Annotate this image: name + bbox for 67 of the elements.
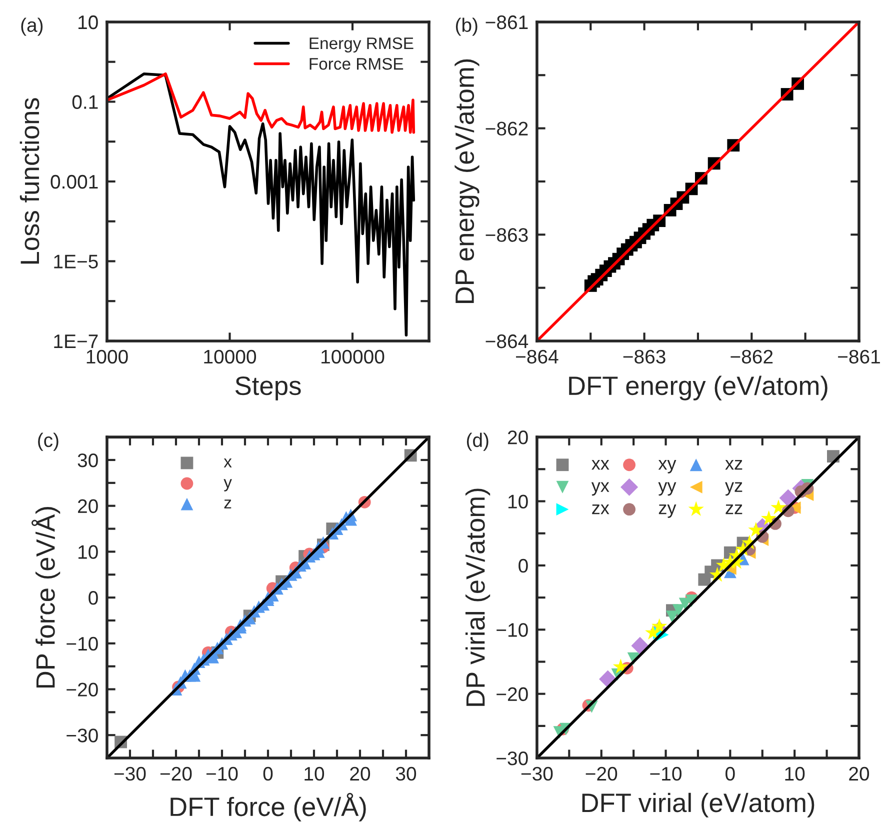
- x-tick-label: −10: [650, 766, 682, 781]
- text: (b): [456, 18, 478, 36]
- text: (c): [38, 432, 58, 451]
- x-tick-label: 1000: [86, 350, 128, 364]
- x-tick-label: −20: [586, 766, 618, 781]
- legend-label: yx: [591, 482, 610, 496]
- x-tick-label: 10: [304, 766, 324, 781]
- y-tick-label: 0.1: [72, 95, 98, 109]
- y-tick-label: −862: [486, 122, 528, 136]
- legend-label: xx: [592, 460, 610, 470]
- y-tick-label: −30: [66, 728, 98, 742]
- y-axis-title: DP energy (eV/atom): [454, 59, 480, 303]
- x-tick-label: 100000: [322, 350, 384, 364]
- y-tick-label: 0: [518, 558, 528, 573]
- x-tick-label: 20: [849, 766, 870, 781]
- y-tick-label: −20: [66, 682, 98, 696]
- y-axis-title: DP virial (eV/atom): [465, 488, 490, 706]
- x-tick-label: −863: [623, 350, 666, 364]
- x-tick-label: −20: [160, 766, 192, 781]
- text: (a): [21, 18, 43, 36]
- y-tick-label: 0: [88, 591, 98, 605]
- y-axis-title: Loss functions: [20, 98, 40, 264]
- legend-label: xz: [725, 460, 742, 470]
- legend-label: zz: [726, 504, 742, 514]
- x-axis-title: DFT energy (eV/atom): [569, 376, 828, 400]
- x-tick-label: 0: [726, 766, 735, 781]
- x-tick-label: −861: [838, 350, 880, 364]
- y-tick-label: 10: [508, 494, 528, 508]
- y-tick-label: −30: [496, 752, 528, 766]
- y-tick-label: 30: [78, 453, 98, 468]
- x-axis-title: DFT force (eV/Å): [170, 792, 366, 822]
- x-tick-label: 10: [785, 766, 805, 781]
- x-tick-label: 30: [396, 766, 416, 781]
- y-tick-label: −10: [66, 636, 98, 651]
- y-tick-label: −864: [486, 334, 528, 348]
- y-axis-title: DP force (eV/Å): [32, 507, 60, 688]
- legend-label: yz: [725, 482, 742, 496]
- y-tick-label: −863: [486, 228, 528, 242]
- y-tick-label: −20: [496, 687, 528, 702]
- legend-label: Force RMSE: [310, 58, 404, 70]
- x-tick-label: −10: [206, 766, 238, 781]
- legend-label: zy: [658, 504, 676, 518]
- x-axis-title: DFT virial (eV/atom): [582, 792, 814, 818]
- y-tick-label: 20: [508, 430, 528, 444]
- y-tick-label: −861: [486, 15, 528, 30]
- y-tick-label: 0.001: [50, 174, 98, 189]
- x-tick-label: 0: [263, 766, 273, 781]
- legend-label: yy: [658, 482, 676, 496]
- x-tick-label: −30: [114, 766, 146, 781]
- x-tick-label: −30: [521, 766, 553, 781]
- legend-label: Energy RMSE: [310, 37, 414, 53]
- legend-label: x: [224, 458, 232, 468]
- x-tick-label: 20: [350, 766, 370, 781]
- x-tick-label: −862: [730, 350, 773, 364]
- y-tick-label: −10: [496, 623, 528, 637]
- legend-label: zx: [592, 504, 610, 514]
- y-tick-label: 1E−7: [54, 334, 98, 348]
- text: (d): [466, 432, 488, 451]
- legend-label: xy: [658, 460, 676, 474]
- legend-label: z: [224, 500, 232, 508]
- x-axis-title: Steps: [235, 376, 301, 400]
- x-tick-label: 10000: [204, 350, 256, 364]
- legend-label: y: [224, 479, 232, 492]
- y-tick-label: 20: [78, 499, 98, 514]
- y-tick-label: 10: [78, 15, 98, 30]
- y-tick-label: 1E−5: [54, 254, 98, 268]
- y-tick-label: 10: [78, 545, 98, 559]
